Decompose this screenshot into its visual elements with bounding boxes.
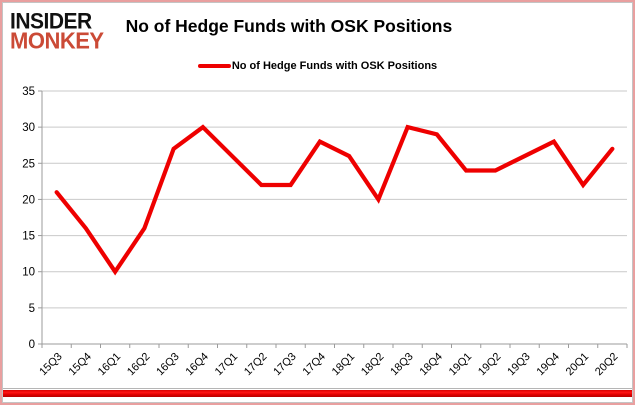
x-tick-label: 20Q2: [593, 351, 621, 379]
x-tick-label: 18Q2: [359, 351, 387, 379]
y-tick-label: 15: [22, 231, 35, 243]
data-series-line: [54, 124, 615, 276]
y-tick-label: 30: [22, 122, 35, 134]
x-tick-label: 16Q3: [154, 351, 182, 379]
y-tick-label: 0: [29, 339, 35, 351]
legend-label: No of Hedge Funds with OSK Positions: [231, 60, 438, 72]
logo-text-insider: INSIDER: [10, 9, 92, 34]
legend: No of Hedge Funds with OSK Positions: [2, 60, 633, 72]
insider-monkey-logo: INSIDER MONKEY: [10, 10, 104, 52]
y-tick-label: 35: [22, 86, 35, 98]
y-tick-label: 25: [22, 158, 35, 170]
y-tick-label: 20: [22, 194, 35, 206]
footer-divider: [3, 388, 632, 389]
y-tick-label: 10: [22, 267, 35, 279]
x-tick-label: 15Q3: [37, 351, 65, 379]
x-tick-label: 19Q1: [447, 351, 475, 379]
x-tick-label: 18Q1: [330, 351, 358, 379]
x-tick-label: 18Q4: [417, 351, 445, 379]
x-tick-label: 19Q4: [534, 351, 562, 379]
x-tick-label: 19Q3: [505, 351, 533, 379]
header: INSIDER MONKEY No of Hedge Funds with OS…: [10, 10, 625, 52]
x-tick-label: 16Q1: [96, 351, 124, 379]
x-tick-label: 17Q1: [213, 351, 241, 379]
bottom-red-bar: [3, 390, 632, 397]
x-tick-label: 20Q1: [564, 351, 592, 379]
x-tick-label: 17Q4: [300, 351, 328, 379]
logo-text-monkey: MONKEY: [10, 27, 104, 54]
chart-title: No of Hedge Funds with OSK Positions: [125, 16, 453, 36]
x-tick-label: 16Q4: [183, 351, 211, 379]
x-tick-label: 15Q4: [66, 351, 94, 379]
y-tick-label: 5: [29, 303, 35, 315]
legend-line-swatch: [197, 64, 231, 68]
x-tick-label: 17Q2: [242, 351, 270, 379]
x-tick-label: 17Q3: [271, 351, 299, 379]
x-tick-label: 16Q2: [125, 351, 153, 379]
x-tick-label: 19Q2: [476, 351, 504, 379]
x-tick-label: 18Q3: [388, 351, 416, 379]
